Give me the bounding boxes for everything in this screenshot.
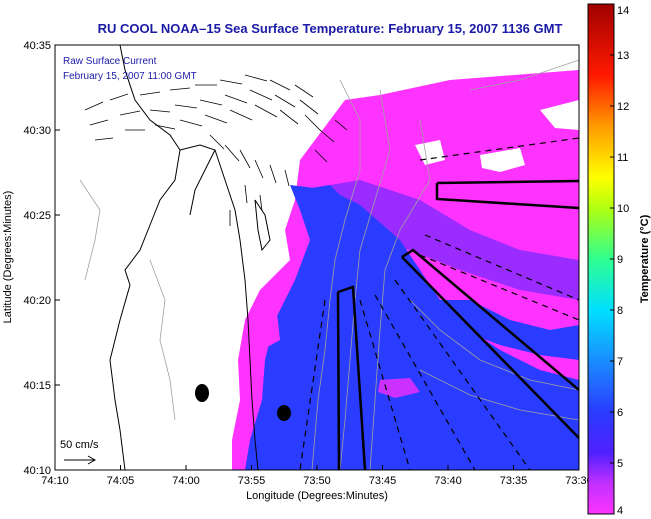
y-tick-label: 40:30 [23, 125, 51, 137]
colorbar-tick-label: 7 [617, 356, 623, 368]
colorbar-label: Temperature (°C) [639, 214, 651, 303]
x-axis-ticks: 74:10 74:05 74:00 73:55 73:50 73:45 73:40 73:35… [41, 465, 593, 487]
station-marker-1 [195, 384, 209, 402]
colorbar-tick-label: 9 [617, 254, 623, 266]
y-axis-label: Latitude (Degrees:Minutes) [2, 191, 14, 324]
station-marker-2 [277, 405, 291, 421]
y-tick-label: 40:20 [23, 295, 51, 307]
colorbar [587, 3, 615, 515]
warm-patch-1 [378, 378, 420, 398]
scale-label: 50 cm/s [60, 439, 99, 451]
bathymetry-contours [79, 59, 579, 470]
map-title: RU COOL NOAA–15 Sea Surface Temperature:… [98, 21, 563, 36]
cloud-hole-2 [480, 148, 525, 172]
x-tick-label: 73:55 [238, 475, 266, 487]
cloud-hole-3 [540, 100, 579, 130]
y-tick-label: 40:35 [23, 40, 51, 52]
coastline-barrier [214, 149, 259, 470]
cool-water-patch-north [300, 185, 345, 225]
x-tick-label: 73:35 [500, 475, 528, 487]
y-axis-ticks: 40:35 40:30 40:25 40:20 40:15 40:10 [23, 40, 60, 477]
annotation-line-2: February 15, 2007 11:00 GMT [63, 71, 197, 82]
radial-dashed-lines [299, 137, 579, 470]
colorbar-tick-label: 8 [617, 305, 623, 317]
x-tick-label: 74:00 [172, 475, 200, 487]
plot-area: Raw Surface Current February 15, 2007 11… [55, 45, 579, 470]
coastline-sandy-hook [254, 199, 271, 252]
transect-boxes [336, 179, 579, 470]
x-tick-label: 73:40 [434, 475, 462, 487]
x-tick-label: 73:45 [369, 475, 397, 487]
colorbar-tick-label: 6 [617, 407, 623, 419]
x-tick-label: 74:10 [41, 475, 69, 487]
x-tick-label: 73:30 [565, 475, 593, 487]
surface-current-vectors [84, 74, 348, 226]
colorbar-tick-label: 10 [617, 203, 629, 215]
cool-water-patch-east [430, 300, 579, 360]
cloud-hole-1 [415, 140, 445, 165]
coastline [109, 45, 181, 470]
y-tick-label: 40:15 [23, 380, 51, 392]
cool-water-region [245, 185, 579, 470]
colorbar-tick-label: 12 [617, 101, 629, 113]
y-tick-label: 40:25 [23, 210, 51, 222]
x-axis-label: Longitude (Degrees:Minutes) [246, 490, 388, 502]
colorbar-ticks: 14 13 12 11 10 9 8 7 6 5 4 [610, 3, 629, 517]
colorbar-tick-label: 11 [617, 152, 628, 164]
y-tick-label: 40:10 [23, 465, 51, 477]
x-tick-label: 74:05 [107, 475, 135, 487]
scale-arrowhead-icon [87, 455, 97, 465]
colorbar-tick-label: 14 [617, 5, 629, 17]
bay-shoreline [179, 144, 216, 216]
annotation-line-1: Raw Surface Current [63, 56, 157, 67]
colorbar-tick-label: 5 [617, 458, 623, 470]
colorbar-tick-label: 13 [617, 50, 629, 62]
warm-patch-2 [255, 295, 280, 350]
colorbar-tick-label: 4 [617, 505, 623, 517]
x-tick-label: 73:50 [303, 475, 331, 487]
